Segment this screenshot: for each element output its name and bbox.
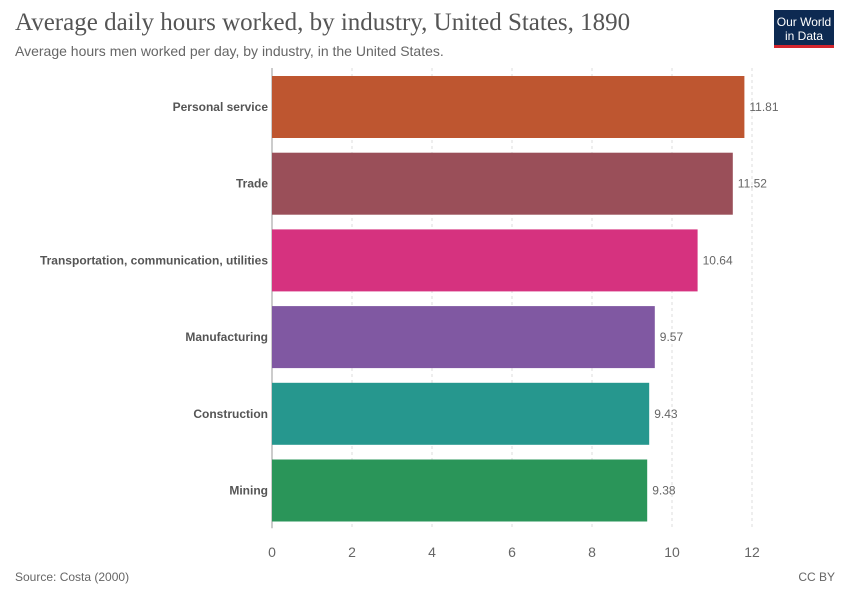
category-label: Manufacturing — [185, 330, 268, 344]
bar[interactable] — [272, 306, 655, 369]
owid-logo[interactable]: Our World in Data — [774, 10, 834, 48]
bar[interactable] — [272, 459, 648, 522]
x-tick-label: 8 — [588, 544, 596, 560]
category-label: Mining — [229, 484, 268, 498]
x-tick-label: 4 — [428, 544, 436, 560]
logo-accent-bar — [774, 45, 834, 48]
x-tick-label: 6 — [508, 544, 516, 560]
category-label: Transportation, communication, utilities — [40, 253, 268, 267]
x-tick-label: 0 — [268, 544, 276, 560]
value-label: 11.52 — [738, 177, 767, 191]
bar[interactable] — [272, 152, 733, 215]
license-note[interactable]: CC BY — [798, 570, 835, 584]
value-label: 9.43 — [654, 407, 678, 421]
category-label: Construction — [193, 407, 268, 421]
value-label: 9.57 — [660, 330, 684, 344]
logo-line-2: in Data — [784, 29, 824, 43]
value-label: 11.81 — [749, 100, 778, 114]
bar[interactable] — [272, 76, 745, 138]
value-label: 9.38 — [652, 484, 676, 498]
bar[interactable] — [272, 229, 698, 292]
value-label: 10.64 — [703, 253, 733, 267]
x-tick-label: 2 — [348, 544, 356, 560]
x-tick-label: 12 — [744, 544, 760, 560]
chart-title: Average daily hours worked, by industry,… — [15, 9, 631, 36]
logo-line-1: Our World — [776, 15, 832, 29]
chart-subtitle: Average hours men worked per day, by ind… — [15, 43, 444, 59]
x-tick-label: 10 — [664, 544, 680, 560]
source-note[interactable]: Source: Costa (2000) — [15, 570, 130, 584]
category-label: Personal service — [173, 100, 269, 114]
category-label: Trade — [236, 177, 268, 191]
bar[interactable] — [272, 382, 650, 445]
